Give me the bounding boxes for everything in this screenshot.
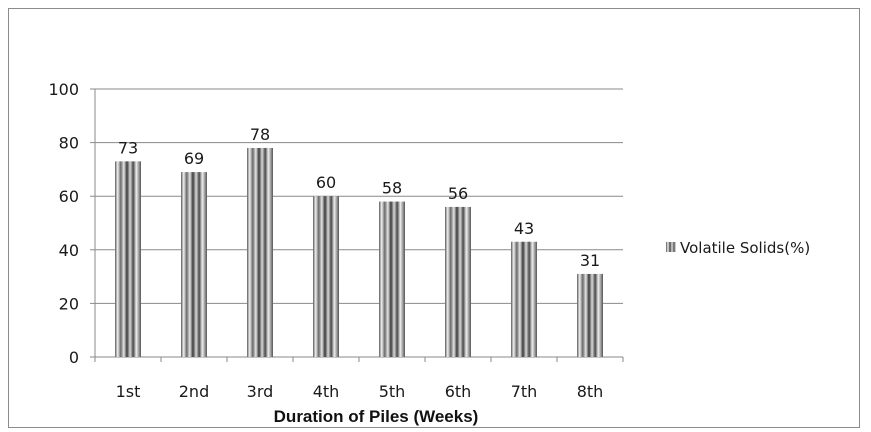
data-label: 60 xyxy=(316,173,336,192)
y-tick-label: 60 xyxy=(59,187,79,206)
x-tick-label: 7th xyxy=(511,382,538,401)
y-tick-label: 0 xyxy=(69,348,79,367)
bar xyxy=(577,273,603,357)
bar xyxy=(115,161,141,357)
axes xyxy=(90,88,624,362)
bar-chart: 73 69 78 60 58 56 43 31 0 20 40 60 80 100 1st 2nd 3rd 4t… xyxy=(48,80,810,426)
bar xyxy=(511,241,537,357)
x-tick-label: 5th xyxy=(379,382,406,401)
x-tick-label: 6th xyxy=(445,382,472,401)
data-label: 43 xyxy=(514,219,534,238)
chart-frame: 73 69 78 60 58 56 43 31 0 20 40 60 80 100 1st 2nd 3rd 4t… xyxy=(8,8,860,428)
data-label: 31 xyxy=(580,251,600,270)
x-axis-title: Duration of Piles (Weeks) xyxy=(274,407,479,426)
bar xyxy=(445,206,471,357)
y-tick-label: 40 xyxy=(59,241,79,260)
x-tick-label: 3rd xyxy=(247,382,274,401)
bar xyxy=(379,201,405,357)
bar xyxy=(181,172,207,357)
bars xyxy=(115,147,603,357)
x-tick-label: 2nd xyxy=(179,382,209,401)
data-label: 69 xyxy=(184,149,204,168)
data-label: 56 xyxy=(448,184,468,203)
y-tick-label: 100 xyxy=(48,80,79,99)
x-tick-label: 8th xyxy=(577,382,604,401)
x-tick-label: 1st xyxy=(116,382,141,401)
data-label: 73 xyxy=(118,138,138,157)
legend-swatch xyxy=(666,242,676,252)
data-labels: 73 69 78 60 58 56 43 31 xyxy=(118,125,600,270)
legend-label: Volatile Solids(%) xyxy=(680,239,810,257)
x-tick-label: 4th xyxy=(313,382,340,401)
data-label: 58 xyxy=(382,179,402,198)
bar xyxy=(313,196,339,357)
gridlines xyxy=(95,88,623,304)
data-label: 78 xyxy=(250,125,270,144)
tick-labels: 0 20 40 60 80 100 1st 2nd 3rd 4th 5th 6th 7th 8th xyxy=(48,80,603,401)
y-tick-label: 20 xyxy=(59,294,79,313)
bar xyxy=(247,147,273,357)
y-tick-label: 80 xyxy=(59,134,79,153)
legend: Volatile Solids(%) xyxy=(666,239,810,257)
